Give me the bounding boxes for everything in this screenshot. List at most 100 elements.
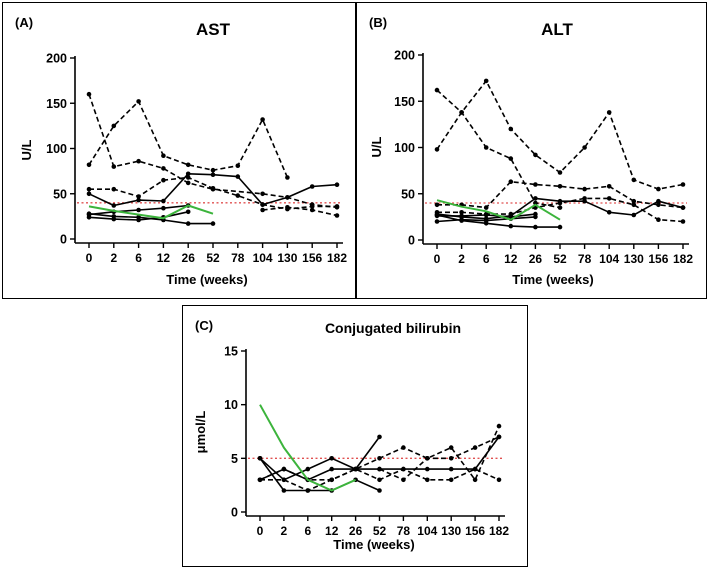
- panel-c-conjugated-bilirubin: (C) Conjugated bilirubin 0 5 10 15 0 2 6 12 26 52 78…: [182, 305, 528, 567]
- x-tick-label: 52: [373, 524, 387, 538]
- y-tick-label: 100: [46, 142, 67, 156]
- y-tick-label: 0: [231, 506, 238, 520]
- x-tick-label: 130: [624, 252, 644, 266]
- x-tick-label: 0: [257, 524, 264, 538]
- y-tick-label: 0: [60, 233, 67, 247]
- panel-b-alt: (B) ALT 0 50 100 150 200 0 2 6 12 26 52 78 104 130 156 18…: [356, 2, 707, 299]
- series-2-point: [434, 202, 440, 208]
- series-3-point: [260, 207, 265, 213]
- panel-letter: (B): [369, 15, 387, 30]
- series-4-point: [136, 197, 141, 203]
- series-0-point: [508, 156, 514, 161]
- y-axis-label: μmol/L: [193, 411, 208, 454]
- x-tick-label: 104: [417, 524, 437, 538]
- x-axis-label: Time (weeks): [166, 272, 247, 287]
- series-7-point: [86, 212, 92, 217]
- series-1-point: [434, 147, 440, 152]
- x-tick-label: 52: [206, 251, 220, 265]
- series-2-point: [606, 184, 612, 189]
- series-3-point: [334, 213, 340, 218]
- series-2-point: [136, 194, 141, 199]
- series-3-line: [262, 206, 338, 217]
- series-7-point: [483, 212, 489, 218]
- series-0-point: [111, 164, 117, 169]
- series-4-point: [496, 423, 502, 429]
- series-6-point: [425, 456, 430, 461]
- series-2-point: [557, 184, 563, 189]
- series-0-point: [260, 191, 265, 197]
- chart-title: ALT: [541, 20, 573, 39]
- x-tick-label: 78: [231, 251, 245, 265]
- series-3-point: [281, 488, 287, 493]
- series-0-point: [483, 145, 489, 150]
- series-1-point: [606, 110, 612, 115]
- series-3-point: [459, 210, 464, 215]
- series-2-point: [185, 175, 191, 180]
- series-3-point: [257, 456, 263, 461]
- series-2-point: [111, 186, 117, 192]
- y-tick-label: 50: [401, 187, 415, 201]
- x-tick-label: 26: [529, 252, 543, 266]
- series-3-point: [680, 219, 686, 224]
- series-7-point: [161, 205, 166, 211]
- series-0-point: [86, 91, 92, 97]
- series-4-point: [334, 182, 340, 187]
- series-6-point: [401, 477, 406, 483]
- y-tick-label: 150: [46, 97, 67, 111]
- panel-letter: (C): [195, 318, 213, 333]
- series-1-point: [631, 177, 637, 183]
- series-3-line: [259, 457, 380, 492]
- x-tick-label: 104: [253, 251, 273, 265]
- series-4-point: [185, 171, 191, 177]
- series-2-point: [508, 179, 514, 184]
- series-3-point: [656, 217, 661, 222]
- series-8-line: [436, 199, 561, 221]
- series-1-point: [557, 170, 563, 175]
- series-2-point: [309, 204, 315, 209]
- x-tick-label: 130: [441, 524, 461, 538]
- series-0-line: [259, 404, 357, 492]
- series-4-point: [285, 195, 290, 200]
- series-3-point: [606, 196, 612, 201]
- series-2-point: [334, 204, 340, 209]
- series-4-point: [656, 198, 661, 204]
- series-5-point: [425, 477, 430, 483]
- y-tick-label: 200: [394, 49, 415, 63]
- series-4-point: [401, 445, 406, 450]
- series-7-point: [434, 213, 440, 219]
- x-tick-label: 6: [304, 524, 311, 538]
- series-0-line: [88, 93, 338, 209]
- series-6-point: [472, 445, 478, 450]
- series-1-point: [86, 162, 92, 168]
- x-tick-label: 6: [135, 251, 142, 265]
- x-tick-label: 104: [599, 252, 619, 266]
- series-1-point: [483, 78, 489, 84]
- series-4-point: [235, 174, 241, 179]
- series-3-point: [305, 488, 311, 493]
- series-0-point: [161, 166, 166, 171]
- x-tick-label: 156: [465, 524, 485, 538]
- series-5-point: [496, 477, 502, 483]
- series-1-point: [377, 434, 382, 440]
- series-1-point: [185, 162, 191, 168]
- chart-title: Conjugated bilirubin: [325, 320, 461, 336]
- series-7-point: [533, 211, 538, 217]
- series-1-point: [136, 99, 141, 104]
- series-2-point: [235, 193, 241, 198]
- series-0-line: [436, 89, 561, 209]
- x-tick-label: 78: [397, 524, 411, 538]
- series-4-point: [309, 184, 315, 189]
- x-tick-label: 12: [157, 251, 171, 265]
- series-1-point: [508, 126, 514, 132]
- x-tick-label: 2: [281, 524, 288, 538]
- series-6-point: [448, 456, 454, 461]
- series-5-point: [448, 477, 454, 483]
- x-tick-label: 156: [648, 252, 668, 266]
- x-tick-label: 12: [504, 252, 518, 266]
- series-8-line: [88, 204, 214, 220]
- series-5-point: [533, 224, 538, 230]
- series-4-point: [631, 212, 637, 218]
- x-tick-label: 182: [327, 251, 347, 265]
- x-tick-label: 182: [489, 524, 509, 538]
- series-2-point: [401, 466, 406, 472]
